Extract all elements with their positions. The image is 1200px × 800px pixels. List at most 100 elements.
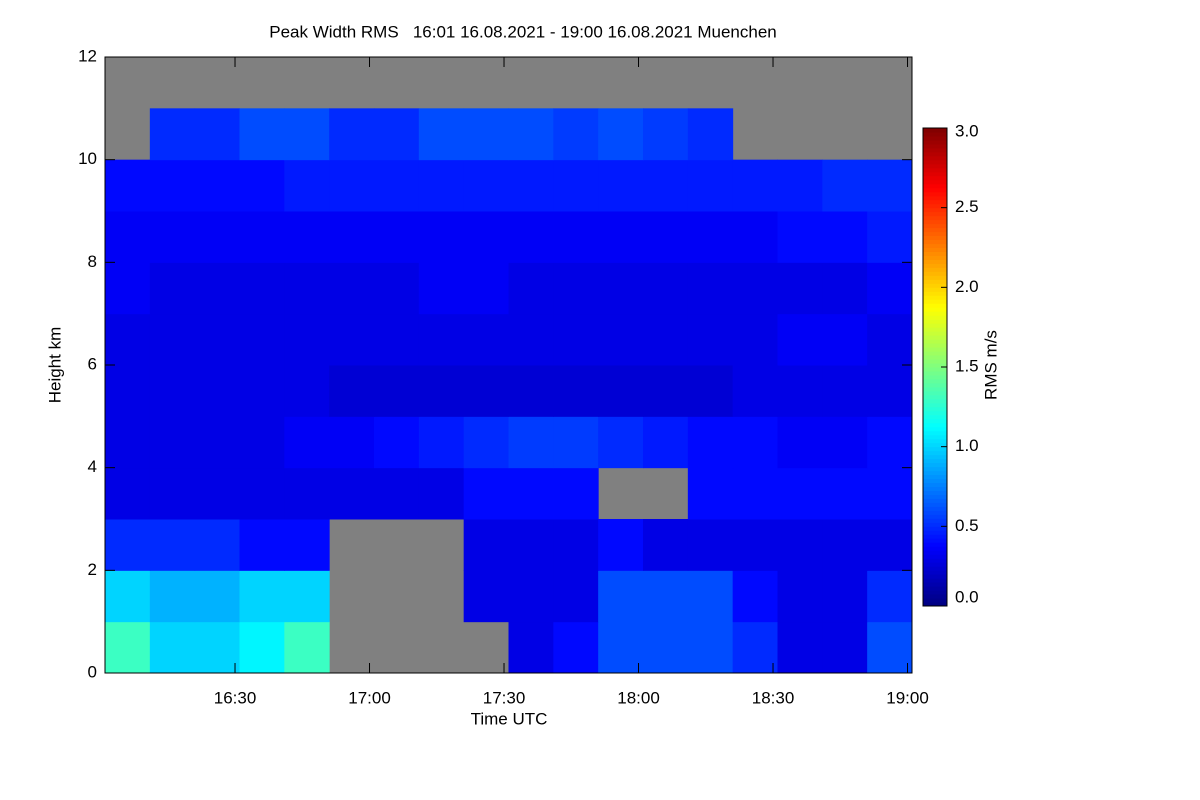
heatmap-cell bbox=[643, 211, 689, 263]
colorbar-segment bbox=[923, 335, 947, 340]
colorbar-segment bbox=[923, 554, 947, 559]
heatmap-cell bbox=[643, 159, 689, 212]
colorbar-segment bbox=[923, 135, 947, 141]
y-axis-label: Height km bbox=[45, 327, 64, 404]
heatmap-cell bbox=[687, 108, 734, 161]
colorbar-segment bbox=[923, 295, 947, 300]
heatmap-cell bbox=[643, 621, 689, 674]
heatmap-cell bbox=[149, 211, 196, 263]
colorbar-segment bbox=[923, 510, 947, 515]
x-axis-label: Time UTC bbox=[471, 709, 548, 728]
heatmap-cell bbox=[418, 159, 465, 212]
heatmap-cell bbox=[194, 467, 240, 520]
colorbar-segment bbox=[923, 199, 947, 205]
colorbar-segment bbox=[923, 195, 947, 201]
heatmap-cell bbox=[822, 416, 868, 469]
heatmap-cell bbox=[239, 108, 285, 161]
heatmap-cell bbox=[508, 211, 554, 263]
colorbar-segment bbox=[923, 143, 947, 149]
colorbar-segment bbox=[923, 594, 947, 599]
colorbar-segment bbox=[923, 327, 947, 332]
heatmap-cell bbox=[553, 108, 599, 161]
colorbar-segment bbox=[923, 323, 947, 328]
heatmap-cell bbox=[374, 108, 420, 161]
heatmap-cell bbox=[598, 519, 644, 571]
heatmap-cell bbox=[508, 313, 554, 366]
heatmap-cell bbox=[822, 159, 868, 212]
colorbar-segment bbox=[923, 275, 947, 280]
colorbar-segment bbox=[923, 207, 947, 213]
heatmap-cell bbox=[732, 570, 778, 623]
colorbar-segment bbox=[923, 482, 947, 487]
heatmap-cell bbox=[508, 621, 554, 674]
colorbar-segment bbox=[923, 311, 947, 316]
colorbar-segment bbox=[923, 394, 947, 400]
colorbar-segment bbox=[923, 450, 947, 456]
heatmap-cell bbox=[598, 621, 644, 674]
colorbar-segment bbox=[923, 566, 947, 571]
colorbar-segment bbox=[923, 287, 947, 292]
heatmap-cell bbox=[867, 313, 913, 366]
heatmap-cell bbox=[732, 262, 778, 315]
heatmap-cell bbox=[149, 313, 196, 366]
colorbar-segment bbox=[923, 367, 947, 372]
heatmap-cell bbox=[508, 159, 554, 212]
colorbar-segment bbox=[923, 402, 947, 408]
heatmap-cell bbox=[374, 262, 420, 315]
colorbar-segment bbox=[923, 343, 947, 348]
colorbar-segment bbox=[923, 271, 947, 276]
heatmap-cell bbox=[284, 570, 330, 623]
colorbar-segment bbox=[923, 562, 947, 567]
heatmap-cell bbox=[463, 262, 509, 315]
colorbar-segment bbox=[923, 211, 947, 217]
colorbar-segment bbox=[923, 406, 947, 412]
colorbar-segment bbox=[923, 434, 947, 440]
x-tick-label: 18:00 bbox=[617, 688, 660, 707]
x-tick-label: 19:00 bbox=[886, 688, 929, 707]
heatmap-cell bbox=[418, 262, 465, 315]
colorbar-segment bbox=[923, 430, 947, 436]
heatmap-cell bbox=[105, 313, 151, 366]
colorbar-tick-label: 0.5 bbox=[955, 516, 979, 535]
heatmap-cell bbox=[553, 416, 599, 469]
x-tick-label: 17:30 bbox=[483, 688, 526, 707]
colorbar-segment bbox=[923, 478, 947, 484]
colorbar-segment bbox=[923, 502, 947, 507]
colorbar-segment bbox=[923, 251, 947, 256]
colorbar-segment bbox=[923, 203, 947, 209]
x-tick-label: 17:00 bbox=[348, 688, 391, 707]
heatmap-cell bbox=[598, 313, 644, 366]
heatmap-cell bbox=[284, 365, 330, 417]
heatmap-cell bbox=[598, 159, 644, 212]
heatmap-cell bbox=[463, 313, 509, 366]
colorbar-segment bbox=[923, 183, 947, 189]
heatmap-cell bbox=[149, 621, 196, 674]
heatmap-cell bbox=[822, 621, 868, 674]
x-tick-label: 16:30 bbox=[214, 688, 257, 707]
heatmap-cell bbox=[687, 467, 734, 520]
heatmap-cell bbox=[553, 621, 599, 674]
heatmap-cell bbox=[777, 519, 823, 571]
colorbar-segment bbox=[923, 263, 947, 268]
colorbar-segment bbox=[923, 506, 947, 511]
heatmap-cell bbox=[508, 519, 554, 571]
heatmap-cell bbox=[508, 467, 554, 520]
heatmap-cell bbox=[867, 416, 913, 469]
colorbar-segment bbox=[923, 139, 947, 145]
heatmap-cell bbox=[822, 467, 868, 520]
y-tick-label: 2 bbox=[88, 560, 97, 579]
heatmap-cell bbox=[687, 621, 734, 674]
colorbar-segment bbox=[923, 247, 947, 252]
heatmap-cell bbox=[508, 365, 554, 417]
heatmap-cell bbox=[239, 519, 285, 571]
heatmap-cell bbox=[418, 313, 465, 366]
heatmap-cell bbox=[329, 159, 375, 212]
colorbar-segment bbox=[923, 159, 947, 165]
colorbar-tick-label: 2.0 bbox=[955, 277, 979, 296]
heatmap-cell bbox=[418, 467, 465, 520]
chart-title: Peak Width RMS 16:01 16.08.2021 - 19:00 … bbox=[269, 22, 777, 41]
heatmap-cell bbox=[105, 262, 151, 315]
heatmap-cell bbox=[777, 416, 823, 469]
heatmap-cell bbox=[374, 211, 420, 263]
heatmap-cell bbox=[149, 570, 196, 623]
